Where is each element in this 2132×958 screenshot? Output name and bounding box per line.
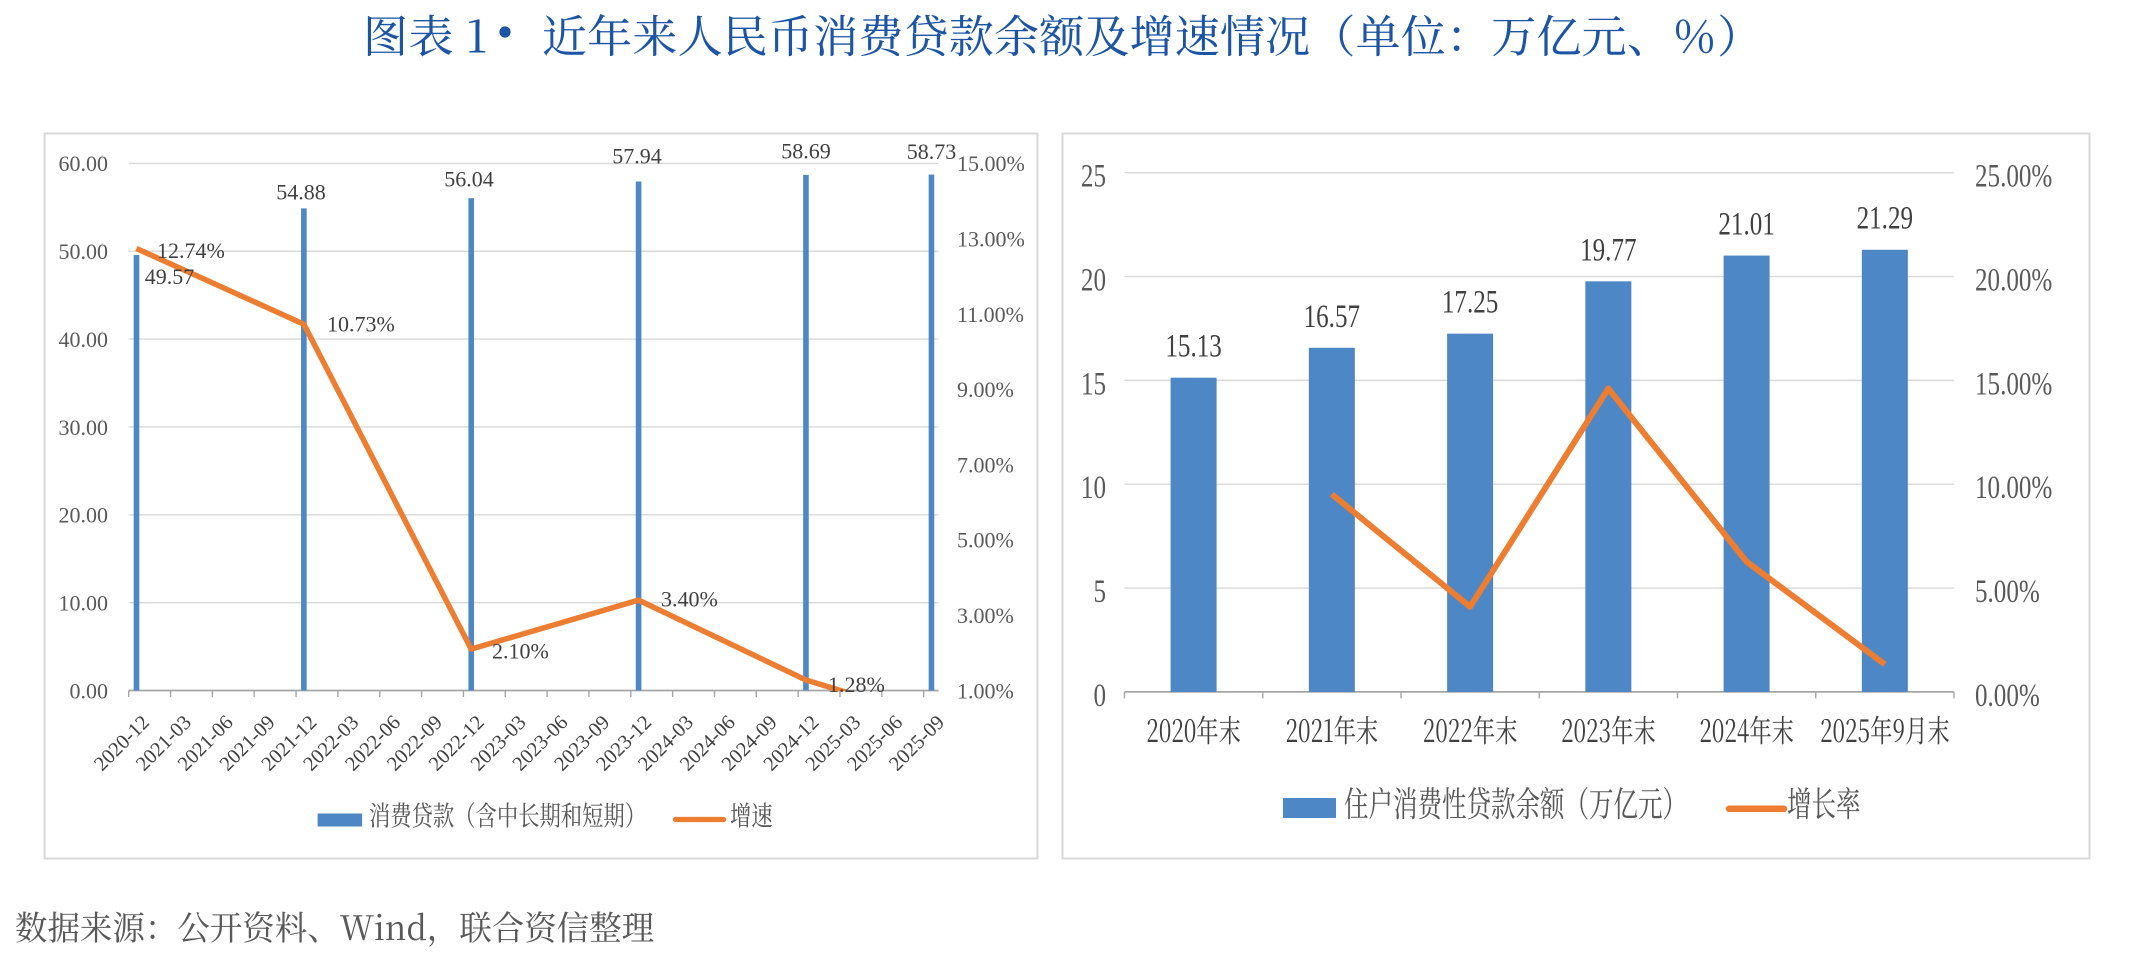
svg-text:11.00%: 11.00% — [957, 302, 1024, 327]
svg-text:2.10%: 2.10% — [492, 639, 549, 664]
svg-text:10.73%: 10.73% — [327, 312, 395, 337]
svg-text:5: 5 — [1093, 574, 1106, 610]
svg-text:56.04: 56.04 — [444, 167, 494, 192]
svg-text:57.94: 57.94 — [612, 144, 662, 169]
svg-text:0.00: 0.00 — [70, 678, 109, 703]
svg-text:1.28%: 1.28% — [828, 672, 885, 697]
svg-text:1.00%: 1.00% — [957, 678, 1014, 703]
svg-text:49.57: 49.57 — [145, 264, 195, 289]
svg-text:12.74%: 12.74% — [157, 238, 225, 263]
svg-text:25: 25 — [1081, 159, 1106, 195]
svg-text:16.57: 16.57 — [1304, 299, 1360, 335]
svg-text:10.00: 10.00 — [59, 590, 109, 615]
svg-text:5.00%: 5.00% — [957, 528, 1014, 553]
svg-text:9.00%: 9.00% — [957, 377, 1014, 402]
svg-text:25.00%: 25.00% — [1975, 159, 2052, 195]
svg-text:60.00: 60.00 — [59, 151, 109, 176]
svg-text:10: 10 — [1081, 470, 1106, 506]
svg-text:13.00%: 13.00% — [957, 227, 1025, 252]
svg-text:15: 15 — [1081, 366, 1106, 402]
svg-text:30.00: 30.00 — [59, 415, 109, 440]
svg-text:17.25: 17.25 — [1442, 285, 1498, 321]
svg-text:10.00%: 10.00% — [1975, 470, 2052, 506]
svg-text:20: 20 — [1081, 262, 1106, 298]
svg-text:21.29: 21.29 — [1857, 201, 1913, 237]
svg-text:20.00: 20.00 — [59, 503, 109, 528]
svg-text:58.69: 58.69 — [781, 139, 831, 164]
svg-text:58.73: 58.73 — [907, 139, 957, 164]
svg-text:50.00: 50.00 — [59, 239, 109, 264]
svg-text:3.40%: 3.40% — [661, 587, 718, 612]
svg-text:20.00%: 20.00% — [1975, 262, 2052, 298]
svg-text:3.00%: 3.00% — [957, 603, 1014, 628]
svg-text:0.00%: 0.00% — [1975, 678, 2040, 714]
svg-text:7.00%: 7.00% — [957, 452, 1014, 477]
svg-text:19.77: 19.77 — [1580, 232, 1636, 268]
svg-text:40.00: 40.00 — [59, 327, 109, 352]
svg-text:5.00%: 5.00% — [1975, 574, 2040, 610]
svg-text:0: 0 — [1093, 678, 1106, 714]
svg-text:54.88: 54.88 — [276, 180, 326, 205]
svg-text:21.01: 21.01 — [1718, 206, 1774, 242]
svg-text:15.00%: 15.00% — [957, 151, 1025, 176]
svg-text:15.00%: 15.00% — [1975, 366, 2052, 402]
svg-text:15.13: 15.13 — [1165, 329, 1221, 365]
